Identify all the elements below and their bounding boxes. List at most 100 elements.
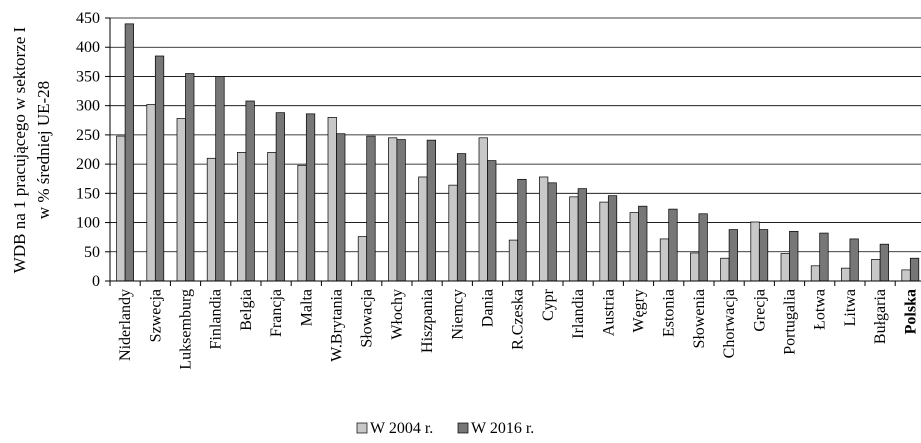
bar-2004: [690, 252, 700, 282]
x-tick-label: W.Brytania: [329, 289, 346, 362]
x-tick-label: Cypr: [540, 288, 557, 321]
x-tick-label: Belgia: [238, 289, 255, 331]
legend-label: W 2016 r.: [471, 420, 534, 437]
gridlines: [110, 17, 921, 253]
bar-2004: [810, 265, 821, 282]
x-tick-label: Portugalia: [782, 289, 799, 355]
bar-2016: [668, 208, 678, 282]
bar-2016: [154, 55, 165, 282]
bar-2004: [418, 176, 428, 282]
bar-2004: [116, 135, 126, 282]
bar-2016: [758, 229, 769, 282]
bar-2016: [789, 230, 799, 282]
y-tick-label: 150: [76, 185, 100, 202]
bar-2004: [569, 196, 579, 282]
bar-2016: [698, 213, 708, 282]
y-tick-label: 250: [76, 127, 100, 144]
bar-2016: [577, 188, 587, 282]
x-tick-label: Litwa: [842, 289, 859, 326]
bar-2016: [426, 139, 436, 282]
x-tick-label: Dania: [480, 289, 497, 327]
bar-2004: [297, 164, 307, 282]
bar-2004: [629, 212, 639, 282]
x-tick-label: Francja: [268, 289, 285, 337]
x-tick-label: Słowenia: [691, 289, 708, 349]
bar-2004: [357, 236, 368, 282]
bar-2004: [206, 157, 217, 282]
x-tick-label: Luksemburg: [178, 289, 195, 370]
bar-2016: [879, 243, 889, 282]
bar-2004: [539, 176, 549, 282]
y-tick-label: 0: [92, 273, 100, 290]
bar-2004: [448, 184, 458, 282]
x-tick-label: Austria: [600, 289, 617, 336]
bar-2016: [185, 73, 195, 282]
bar-2016: [366, 135, 376, 282]
bar-2016: [305, 113, 316, 282]
x-tick-labels: Niderlandy Szwecja Luksemburg Finlandia Belg…: [117, 288, 919, 370]
bar-2016: [819, 232, 829, 282]
x-tick-label: Szwecja: [147, 289, 164, 342]
bar-2016: [396, 139, 406, 282]
bar-2004: [478, 137, 488, 282]
bar-2016: [909, 257, 920, 282]
bar-2016: [547, 182, 557, 282]
bar-2004: [599, 201, 609, 282]
bar-2016: [336, 133, 346, 282]
x-tick-label: Niderlandy: [117, 289, 134, 361]
bar-2004: [659, 238, 670, 282]
bars: [116, 23, 920, 282]
bar-2004: [871, 259, 881, 282]
bar-2004: [720, 257, 730, 282]
legend-swatch: [457, 422, 469, 434]
legend-swatch: [356, 422, 368, 434]
bar-2016: [275, 112, 285, 282]
bar-2016: [728, 229, 738, 282]
y-tick-label: 450: [76, 10, 100, 27]
x-tick-label: Łotwa: [812, 289, 829, 330]
x-tick-label: Niemcy: [449, 289, 466, 340]
bar-2004: [267, 152, 277, 282]
bar-2004: [750, 221, 760, 282]
y-axis-label-line: WDB na 1 pracującego w sektorze I: [10, 26, 29, 273]
x-tick-label: Polska: [902, 289, 919, 334]
y-tick-label: 200: [76, 156, 100, 173]
bar-2016: [517, 178, 527, 282]
x-tick-label: Estonia: [661, 289, 678, 337]
bar-2004: [388, 137, 398, 282]
bar-2016: [849, 238, 859, 282]
x-tick-label: R.Czeska: [510, 289, 527, 350]
bar-2004: [146, 104, 156, 282]
y-tick-label: 350: [76, 68, 100, 85]
x-tick-label: Węgry: [631, 289, 648, 333]
bar-2016: [124, 23, 134, 282]
bar-2004: [237, 152, 247, 282]
x-tick-label: Grecja: [751, 289, 768, 332]
bar-2016: [638, 205, 648, 282]
x-tick-label: Włochy: [389, 289, 406, 340]
x-tick-label: Bułgaria: [872, 289, 889, 344]
y-tick-label: 300: [76, 98, 100, 115]
y-tick-label: 400: [76, 39, 100, 56]
legend-label: W 2004 r.: [370, 420, 433, 437]
y-tick-labels: 0 50 100 150 200 250 300 350 400 450: [76, 10, 100, 290]
x-tick-label: Hiszpania: [419, 289, 436, 353]
bar-2016: [245, 100, 255, 282]
y-axis-label: WDB na 1 pracującego w sektorze I w % śre…: [10, 26, 53, 273]
bar-2016: [456, 153, 467, 282]
x-tick-label: Malta: [298, 289, 315, 326]
bar-2004: [841, 267, 851, 282]
bar-2004: [901, 269, 911, 282]
bar-2016: [487, 160, 497, 282]
x-tick-label: Chorwacja: [721, 289, 738, 358]
bar-2004: [780, 253, 790, 282]
legend: W 2004 r. W 2016 r.: [356, 420, 534, 437]
x-tick-label: Słowacja: [359, 289, 376, 348]
x-tick-label: Irlandia: [570, 289, 587, 339]
y-tick-label: 100: [76, 215, 100, 232]
bar-2016: [607, 195, 618, 282]
y-axis-label-line: w % średniej UE-28: [34, 81, 53, 219]
x-tick-label: Finlandia: [208, 289, 225, 349]
bar-2004: [508, 239, 519, 282]
